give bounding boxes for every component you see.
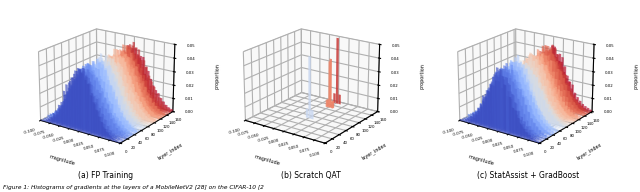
X-axis label: magnitude: magnitude bbox=[253, 155, 280, 167]
Text: (a) FP Training: (a) FP Training bbox=[78, 171, 133, 180]
Text: (c) StatAssist + GradBoost: (c) StatAssist + GradBoost bbox=[477, 171, 579, 180]
Y-axis label: layer_index: layer_index bbox=[156, 141, 183, 161]
X-axis label: magnitude: magnitude bbox=[468, 155, 495, 167]
Text: (b) Scratch QAT: (b) Scratch QAT bbox=[280, 171, 340, 180]
X-axis label: magnitude: magnitude bbox=[49, 155, 76, 167]
Y-axis label: layer_index: layer_index bbox=[575, 141, 602, 161]
Text: Figure 1: Histograms of gradients at the layers of a MobileNetV2 [28] on the CIF: Figure 1: Histograms of gradients at the… bbox=[3, 185, 264, 190]
Y-axis label: layer_index: layer_index bbox=[361, 141, 388, 161]
